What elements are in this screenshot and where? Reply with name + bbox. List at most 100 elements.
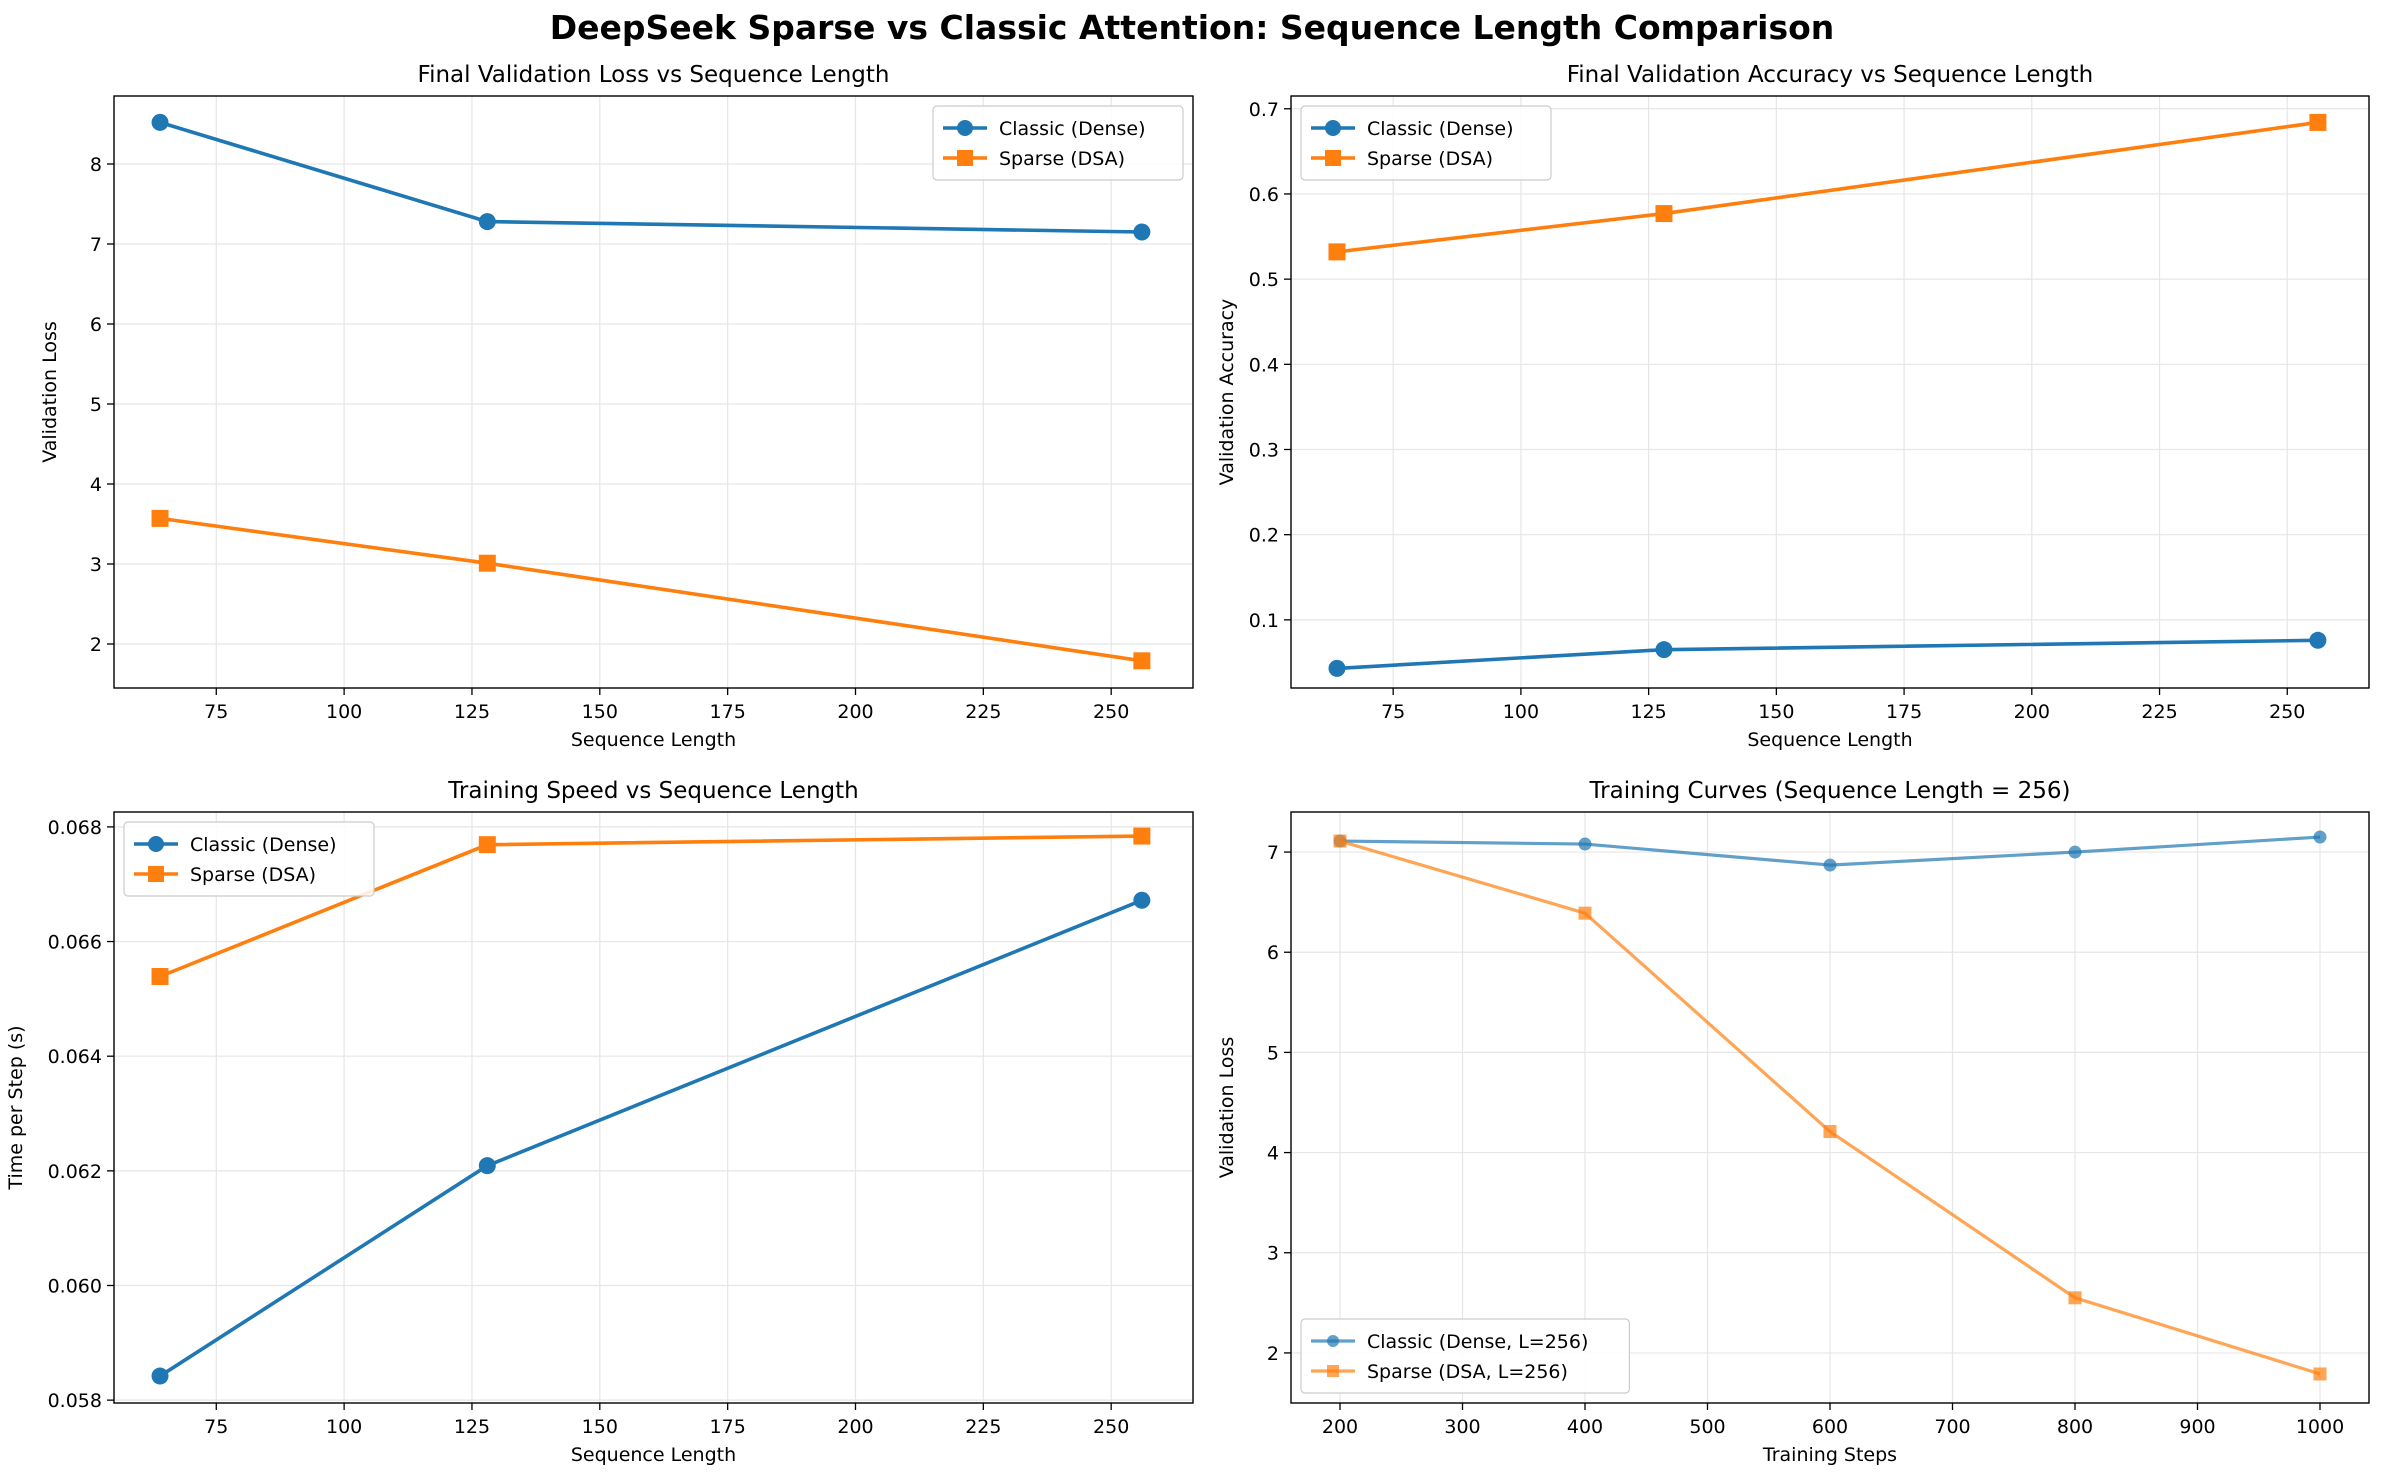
x-tick-label: 400 [1567,1416,1603,1438]
data-point-classic [478,213,496,231]
y-tick-label: 6 [90,314,102,336]
x-tick-label: 175 [710,1416,746,1438]
x-tick-label: 1000 [2296,1416,2344,1438]
legend-label: Classic (Dense) [999,118,1146,140]
data-point-sparse [2068,1291,2082,1305]
x-tick-label: 100 [1503,701,1539,723]
data-point-classic [1578,837,1592,851]
y-tick-label: 0.5 [1249,269,1279,291]
legend-box [1300,1318,1630,1394]
data-point-classic [2309,631,2327,649]
x-tick-label: 175 [710,701,746,723]
y-tick-label: 0.066 [48,932,102,954]
data-point-sparse [151,509,169,527]
x-tick-label: 300 [1444,1416,1480,1438]
legend-label: Classic (Dense, L=256) [1367,1331,1588,1353]
data-point-sparse [1133,827,1151,845]
data-point-sparse [478,836,496,854]
axes-frame [113,95,1194,689]
legend-marker [1327,1365,1339,1377]
legend-marker [957,120,973,136]
x-tick-label: 200 [837,701,873,723]
x-tick-label: 75 [204,1416,228,1438]
x-tick-label: 75 [1381,701,1405,723]
data-point-classic [151,1367,169,1385]
x-tick-label: 225 [965,701,1001,723]
y-tick-label: 4 [90,474,102,496]
data-point-sparse [1823,1125,1837,1139]
data-point-classic [1133,223,1151,241]
y-tick-label: 0.3 [1249,439,1279,461]
x-tick-label: 500 [1689,1416,1725,1438]
data-point-sparse [1133,652,1151,670]
x-tick-label: 900 [2179,1416,2215,1438]
y-tick-label: 0.1 [1249,610,1279,632]
data-point-classic [1328,659,1346,677]
legend-box [1300,105,1552,181]
legend: Classic (Dense) Sparse (DSA) [932,105,1184,181]
series-line-sparse [159,516,1143,663]
data-point-classic [2068,845,2082,859]
y-tick-label: 3 [1267,1243,1279,1265]
x-tick-label: 225 [965,1416,1001,1438]
legend: Classic (Dense) Sparse (DSA) [123,821,375,897]
legend-marker [957,150,973,166]
x-axis-label: Training Steps [1762,1444,1897,1466]
y-tick-label: 8 [90,154,102,176]
x-tick-label: 175 [1886,701,1922,723]
data-point-sparse [1328,243,1346,261]
y-axis-label: Time per Step (s) [5,1025,27,1190]
y-tick-label: 5 [90,394,102,416]
x-tick-label: 700 [1934,1416,1970,1438]
x-tick-label: 600 [1812,1416,1848,1438]
y-tick-label: 0.062 [48,1161,102,1183]
y-axis-label: Validation Loss [39,321,61,463]
x-tick-label: 800 [2057,1416,2093,1438]
legend-marker [1325,120,1341,136]
y-tick-label: 6 [1267,942,1279,964]
data-point-sparse [1333,834,1347,848]
data-point-classic [478,1157,496,1175]
y-tick-label: 4 [1267,1143,1279,1165]
legend-label: Sparse (DSA) [1367,148,1493,170]
data-point-sparse [2313,1367,2327,1381]
x-tick-label: 200 [2014,701,2050,723]
chart-title: Training Curves (Sequence Length = 256) [1588,778,2070,804]
chart-title: Training Speed vs Sequence Length [447,778,858,804]
y-tick-label: 0.2 [1249,525,1279,547]
x-tick-label: 250 [1093,701,1129,723]
series-line-classic [1336,638,2318,671]
x-tick-label: 200 [837,1416,873,1438]
legend-marker [148,866,164,882]
data-point-classic [2313,830,2327,844]
legend: Classic (Dense) Sparse (DSA) [1300,105,1552,181]
y-axis-label: Validation Loss [1216,1037,1238,1179]
axes-frame [113,811,1194,1404]
legend-box [123,821,375,897]
series-line-classic [159,898,1143,1378]
data-point-classic [1133,891,1151,909]
legend-marker [148,836,164,852]
legend-label: Classic (Dense) [1367,118,1514,140]
legend: Classic (Dense, L=256) Sparse (DSA, L=256… [1300,1318,1630,1394]
x-tick-label: 125 [1630,701,1666,723]
chart-panel-3: 75 100 125 150 175 200 225 250 0.058 0.060 0.062 0.… [5,778,1194,1466]
y-tick-label: 0.068 [48,817,102,839]
legend-box [932,105,1184,181]
y-tick-label: 7 [90,234,102,256]
legend-marker [1325,150,1341,166]
data-point-sparse [151,968,169,986]
x-tick-label: 200 [1322,1416,1358,1438]
x-tick-label: 150 [1758,701,1794,723]
chart-panel-2: 75 100 125 150 175 200 225 250 0.1 0.2 0.3 0.4 0.5 0.… [1216,62,2370,751]
chart-title: Final Validation Loss vs Sequence Length [418,62,890,88]
y-tick-label: 2 [1267,1343,1279,1365]
y-tick-label: 0.6 [1249,184,1279,206]
y-axis-label: Validation Accuracy [1216,299,1238,486]
y-tick-label: 0.7 [1249,99,1279,121]
chart-title: Final Validation Accuracy vs Sequence Le… [1567,62,2094,88]
y-tick-label: 3 [90,554,102,576]
x-tick-label: 125 [454,701,490,723]
x-tick-label: 225 [2141,701,2177,723]
